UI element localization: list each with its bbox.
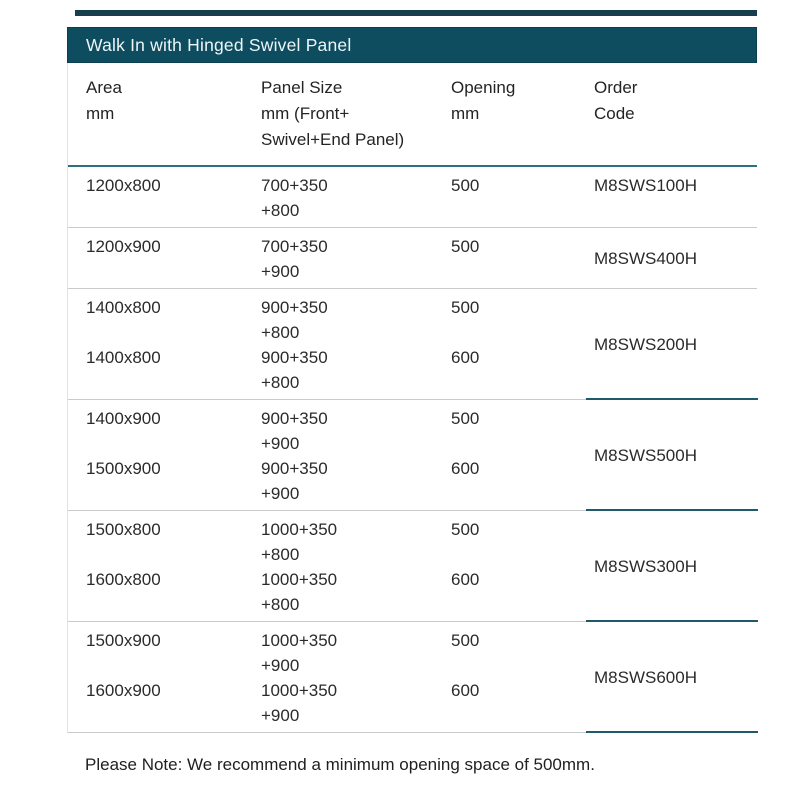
opening-value: 500 [451, 176, 480, 195]
panel-size-value: 700+350 +900 [261, 237, 328, 281]
area-value: 1200x800 [86, 176, 161, 195]
area-value: 1500x800 [86, 520, 161, 539]
area-value: 1600x900 [86, 681, 161, 700]
header-divider-rule [68, 165, 757, 167]
area-column: 1400x900 1500x900 [68, 406, 243, 506]
order-code: M8SWS200H [594, 335, 697, 354]
opening-column: 500 [433, 234, 576, 284]
column-header-order-code: Order Code [594, 78, 638, 123]
table-row-group: 1200x800 700+350 +800 500 M8SWS100H [68, 167, 757, 227]
order-code-cell: M8SWS500H [576, 406, 758, 511]
area-column: 1400x800 1400x800 [68, 295, 243, 395]
opening-column: 500 [433, 173, 576, 223]
order-code-cell: M8SWS300H [576, 517, 758, 622]
opening-value: 600 [451, 570, 480, 589]
column-header-row: Area mm Panel Size mm (Front+ Swivel+End… [68, 63, 757, 165]
area-value: 1500x900 [86, 459, 161, 478]
opening-value: 500 [451, 631, 480, 650]
panel-size-column: 1000+350 +800 1000+350 +800 [243, 517, 433, 617]
table-row-group: 1400x800 1400x800 900+350 +800 900+350 +… [68, 288, 758, 400]
panel-size-value: 1000+350 +800 [261, 520, 338, 564]
area-column: 1500x800 1600x800 [68, 517, 243, 617]
opening-column: 500 600 [433, 517, 576, 617]
area-value: 1500x900 [86, 631, 161, 650]
area-column: 1200x900 [68, 234, 243, 284]
opening-value: 500 [451, 409, 480, 428]
order-code: M8SWS400H [594, 249, 697, 268]
opening-value: 600 [451, 681, 480, 700]
table-panel: Walk In with Hinged Swivel Panel Area mm… [67, 10, 758, 775]
panel-size-value: 1000+350 +900 [261, 631, 338, 675]
opening-column: 500 600 [433, 295, 576, 395]
order-code: M8SWS100H [594, 176, 697, 195]
area-value: 1400x800 [86, 298, 161, 317]
panel-size-column: 900+350 +800 900+350 +800 [243, 295, 433, 395]
opening-column: 500 600 [433, 406, 576, 506]
opening-value: 500 [451, 298, 480, 317]
panel-size-value: 900+350 +900 [261, 409, 328, 453]
panel-size-value: 900+350 +900 [261, 459, 328, 503]
opening-column: 500 600 [433, 628, 576, 728]
table-row-group: 1500x800 1600x800 1000+350 +800 1000+350… [68, 510, 758, 622]
order-code-cell: M8SWS200H [576, 295, 758, 400]
panel-size-column: 1000+350 +900 1000+350 +900 [243, 628, 433, 728]
order-code-cell: M8SWS100H [576, 173, 758, 223]
opening-value: 600 [451, 459, 480, 478]
area-value: 1400x900 [86, 409, 161, 428]
order-code: M8SWS600H [594, 668, 697, 687]
area-column: 1500x900 1600x900 [68, 628, 243, 728]
column-header-panel-size: Panel Size mm (Front+ Swivel+End Panel) [261, 78, 405, 149]
panel-size-value: 1000+350 +900 [261, 681, 338, 725]
table-body: 1200x800 700+350 +800 500 M8SWS100H 1200… [68, 167, 758, 733]
area-column: 1200x800 [68, 173, 243, 223]
order-code: M8SWS500H [594, 446, 697, 465]
area-value: 1200x900 [86, 237, 161, 256]
area-value: 1600x800 [86, 570, 161, 589]
panel-size-value: 900+350 +800 [261, 298, 328, 342]
spec-table: Area mm Panel Size mm (Front+ Swivel+End… [67, 63, 758, 733]
top-divider-strip [75, 10, 757, 16]
opening-value: 600 [451, 348, 480, 367]
table-row-group: 1400x900 1500x900 900+350 +900 900+350 +… [68, 399, 758, 511]
panel-size-column: 900+350 +900 900+350 +900 [243, 406, 433, 506]
table-title: Walk In with Hinged Swivel Panel [86, 34, 352, 55]
order-code-cell: M8SWS600H [576, 628, 758, 733]
column-header-area: Area mm [86, 78, 122, 123]
area-value: 1400x800 [86, 348, 161, 367]
column-header-opening: Opening mm [451, 78, 516, 123]
order-code-cell: M8SWS400H [576, 234, 758, 284]
table-row-group: 1500x900 1600x900 1000+350 +900 1000+350… [68, 621, 758, 733]
panel-size-value: 1000+350 +800 [261, 570, 338, 614]
panel-size-column: 700+350 +900 [243, 234, 433, 284]
panel-size-value: 700+350 +800 [261, 176, 328, 220]
panel-size-value: 900+350 +800 [261, 348, 328, 392]
order-code: M8SWS300H [594, 557, 697, 576]
table-title-bar: Walk In with Hinged Swivel Panel [67, 27, 757, 63]
footer-note: Please Note: We recommend a minimum open… [85, 755, 595, 774]
panel-size-column: 700+350 +800 [243, 173, 433, 223]
opening-value: 500 [451, 237, 480, 256]
table-row-group: 1200x900 700+350 +900 500 M8SWS400H [68, 227, 757, 288]
opening-value: 500 [451, 520, 480, 539]
